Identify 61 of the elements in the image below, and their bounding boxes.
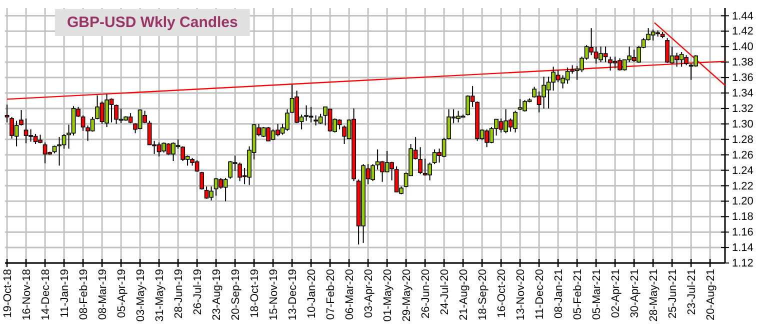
candlestick [4,104,10,123]
x-tick-label: 14-Dec-18 [40,269,52,320]
y-tick-label: 1.38 [732,56,754,69]
x-tick-label: 23-Aug-19 [210,269,223,320]
candlestick [80,114,86,132]
y-tick-label: 1.36 [732,72,754,84]
y-tick-label: 1.22 [732,180,754,192]
y-tick-label: 1.28 [732,134,754,146]
x-tick-label: 31-May-19 [154,269,166,322]
x-tick-label: 18-Oct-19 [248,269,261,318]
x-tick-label: 29-May-20 [400,269,413,322]
y-tick-label: 1.24 [732,164,754,177]
x-tick-label: 28-May-21 [648,269,660,322]
x-tick-label: 03-May-19 [134,269,147,322]
x-tick-label: 07-Feb-20 [324,269,337,320]
x-tick-label: 08-Mar-19 [96,269,109,320]
candlestick [418,146,422,175]
x-tick-label: 20-Aug-21 [704,269,717,320]
y-tick-label: 1.44 [732,10,754,22]
x-tick-label: 26-Jun-20 [420,269,432,319]
x-tick-label: 08-Feb-19 [78,269,90,320]
x-tick-label: 11-Jan-19 [58,269,71,318]
x-tick-label: 20-Sep-19 [230,269,242,320]
y-tick-label: 1.18 [732,211,754,224]
x-tick-label: 26-Jul-19 [192,269,204,315]
y-tick-label: 1.40 [732,41,754,54]
x-tick-label: 05-Apr-19 [116,269,128,318]
y-tick-label: 1.20 [732,196,754,208]
x-tick-label: 18-Sep-20 [476,269,489,320]
x-tick-label: 03-Apr-20 [362,269,375,318]
candlestick [19,110,24,126]
x-tick-label: 16-Nov-18 [20,269,33,320]
y-tick-label: 1.26 [732,149,754,162]
y-tick-label: 1.30 [732,118,754,130]
y-tick-label: 1.42 [732,26,754,38]
x-tick-label: 15-Nov-19 [268,269,280,320]
x-tick-label: 24-Jul-20 [438,269,451,315]
y-tick-label: 1.32 [732,102,754,115]
x-tick-label: 30-Apr-21 [628,269,641,318]
x-tick-label: 05-Feb-21 [572,269,584,320]
x-tick-label: 08-Jan-21 [552,269,565,319]
x-tick-label: 10-Jan-20 [306,269,318,319]
chart-title: GBP-USD Wkly Candles [67,14,238,31]
y-tick-label: 1.34 [732,88,754,100]
x-tick-label: 01-May-20 [382,269,394,322]
y-tick-label: 1.14 [732,242,754,254]
x-tick-label: 19-Oct-18 [2,269,14,318]
x-tick-label: 06-Mar-20 [344,269,356,320]
x-tick-label: 16-Oct-20 [496,269,508,318]
x-tick-label: 11-Dec-20 [534,269,546,320]
y-tick-label: 1.12 [732,258,754,270]
x-tick-label: 05-Mar-21 [590,269,603,320]
candlestick [200,171,204,190]
x-tick-label: 21-Aug-20 [458,269,470,320]
x-tick-label: 25-Jun-21 [666,269,679,319]
y-tick-label: 1.16 [732,226,754,239]
x-tick-label: 13-Dec-19 [286,269,299,320]
x-tick-label: 02-Apr-21 [610,269,622,318]
x-tick-label: 23-Jul-21 [686,269,698,315]
x-tick-label: 28-Jun-19 [172,269,185,319]
x-tick-label: 13-Nov-20 [514,269,527,320]
